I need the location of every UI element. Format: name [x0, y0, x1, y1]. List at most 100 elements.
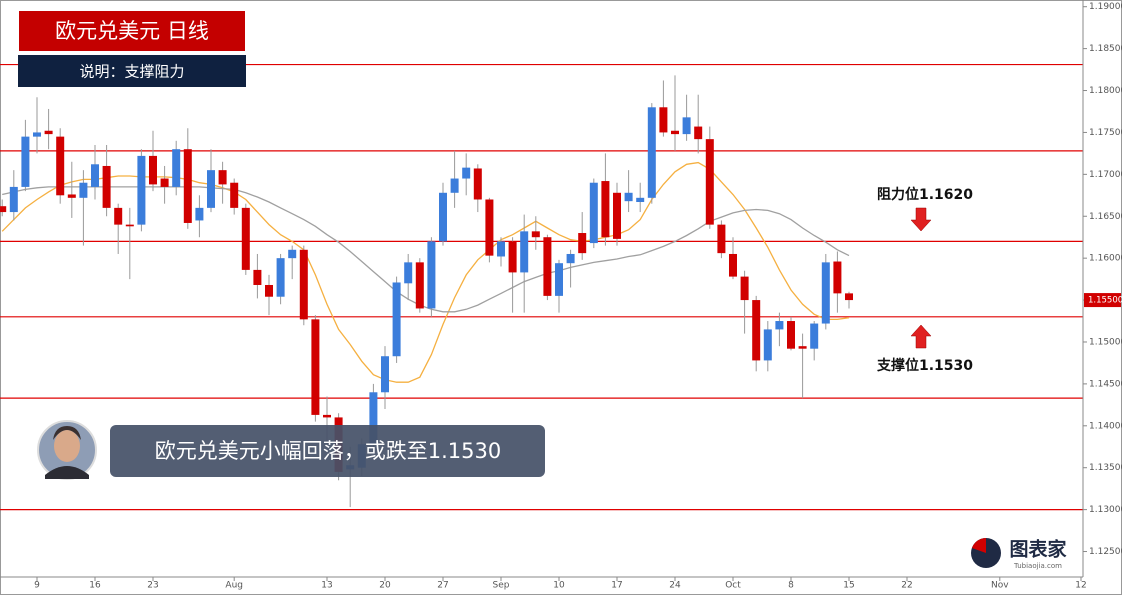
candle-body — [125, 224, 134, 227]
y-tick-label: 1.17500 — [1089, 128, 1122, 138]
candle-body — [543, 237, 552, 296]
candle-body — [508, 241, 517, 273]
caption: 欧元兑美元小幅回落，或跌至1.1530 — [155, 439, 501, 463]
candle-body — [833, 261, 842, 294]
subtitle-box — [18, 55, 246, 87]
candle-body — [207, 170, 215, 208]
candle-body — [810, 323, 819, 349]
price-tag — [1084, 293, 1121, 308]
candle-body — [253, 269, 262, 285]
candle-body — [566, 253, 575, 264]
candle-body — [636, 197, 645, 203]
x-tick-label: Nov — [991, 581, 1009, 591]
candle-body — [404, 262, 413, 284]
candle-body — [381, 356, 389, 393]
candle-body — [230, 182, 239, 208]
candle-body — [427, 241, 436, 309]
x-tick-label: 23 — [147, 581, 158, 591]
x-tick-label: 13 — [321, 581, 332, 591]
candle-body — [91, 164, 99, 187]
y-tick-label: 1.14500 — [1089, 379, 1122, 389]
candle-body — [439, 192, 447, 242]
x-tick-label: 22 — [901, 581, 912, 591]
candle-body — [276, 258, 285, 297]
candle-body — [485, 199, 494, 256]
candle-body — [21, 136, 30, 187]
y-tick-label: 1.13500 — [1089, 463, 1122, 473]
candle-body — [67, 194, 76, 198]
x-tick-label: 15 — [843, 581, 854, 591]
candle-body — [265, 284, 273, 297]
candle-body — [601, 181, 610, 238]
x-tick-label: 12 — [1075, 581, 1086, 591]
title-box — [17, 9, 247, 53]
candle-body — [531, 231, 540, 238]
x-tick-label: 10 — [553, 581, 565, 591]
candle-body — [647, 107, 656, 198]
candle-body — [705, 139, 714, 225]
y-tick-label: 1.19000 — [1089, 2, 1122, 12]
candle-body — [311, 319, 320, 415]
y-tick-label: 1.16000 — [1089, 254, 1122, 264]
x-tick-label: 20 — [379, 581, 391, 591]
candle-body — [137, 155, 146, 225]
candle-body — [323, 414, 331, 418]
candle-body — [44, 130, 53, 135]
x-tick-label: 24 — [669, 581, 681, 591]
candle-body — [763, 329, 772, 361]
logo-text: 图表家 — [1009, 538, 1067, 561]
candle-body — [241, 207, 250, 270]
y-tick-label: 1.13000 — [1089, 505, 1122, 515]
candle-body — [671, 130, 679, 135]
y-tick-label: 1.18000 — [1089, 86, 1122, 96]
price-tag-group: 1.15500 — [1084, 293, 1122, 308]
y-tick-label: 1.18500 — [1089, 44, 1122, 54]
candle-body — [218, 170, 227, 185]
candle-body — [172, 149, 181, 187]
candle-body — [450, 178, 459, 193]
x-tick-label: 17 — [611, 581, 622, 591]
candle-body — [102, 165, 111, 208]
candle-body — [114, 207, 123, 225]
y-tick-label: 1.16500 — [1089, 212, 1122, 222]
candle-body — [56, 136, 65, 196]
candle-body — [415, 262, 424, 309]
candle-body — [740, 276, 749, 301]
candle-body — [821, 262, 830, 324]
x-tick-label: 9 — [34, 581, 40, 591]
x-tick-label: 8 — [788, 581, 794, 591]
subtitle: 说明：支撑阻力 — [79, 63, 184, 81]
x-tick-label: Oct — [725, 581, 741, 591]
x-tick-label: 16 — [89, 581, 101, 591]
candle-body — [694, 126, 703, 140]
candle-body — [195, 207, 204, 221]
candle-body — [578, 233, 587, 254]
up-arrow — [910, 324, 932, 349]
candle-body — [589, 182, 598, 244]
avatar — [37, 420, 97, 480]
candle-body — [288, 249, 297, 259]
x-tick-label: 27 — [437, 581, 448, 591]
candle-body — [520, 231, 529, 273]
candle-body — [0, 206, 7, 213]
x-tick-label: Aug — [225, 581, 243, 591]
logo: 图表家 Tubiaojia.com — [971, 538, 1067, 570]
logo-url: Tubiaojia.com — [1013, 562, 1062, 570]
candle-body — [462, 167, 471, 179]
candle-body — [682, 117, 691, 135]
x-tick-label: Sep — [493, 581, 510, 591]
candle-body — [775, 321, 784, 330]
price-tag-label: 1.15500 — [1088, 296, 1122, 306]
candle-body — [369, 392, 378, 445]
candle-body — [624, 192, 633, 202]
chart-title: 欧元兑美元 日线 — [55, 19, 209, 43]
candle-body — [729, 253, 737, 277]
candle-body — [787, 321, 795, 349]
candle-body — [160, 178, 169, 187]
candle-body — [33, 132, 41, 137]
axes: 1.12500 1.13000 1.13500 1.14000 1.14500 1.150… — [34, 2, 1122, 590]
candle-body — [183, 149, 192, 223]
candle-body — [717, 224, 726, 254]
y-tick-label: 1.15000 — [1089, 337, 1122, 347]
